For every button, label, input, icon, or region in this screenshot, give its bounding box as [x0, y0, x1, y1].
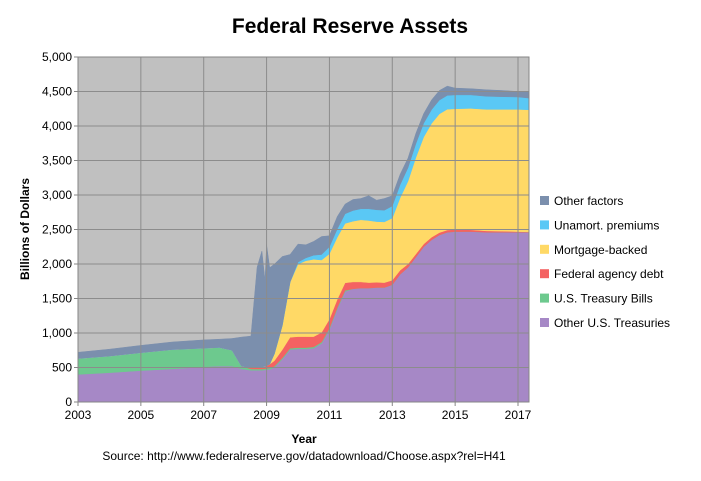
legend: Other factors Unamort. premiums Mortgage-b… — [540, 194, 670, 330]
legend-swatch — [540, 244, 549, 254]
y-tick-label: 3,000 — [42, 188, 72, 202]
y-axis-ticks: 0 500 1,000 1,500 2,000 2,500 3,000 3,500 4,000 4… — [42, 50, 78, 409]
y-tick-label: 4,500 — [42, 85, 72, 99]
legend-label: Federal agency debt — [554, 267, 664, 281]
y-tick-label: 1,000 — [42, 326, 72, 340]
x-tick-label: 2005 — [128, 408, 155, 422]
x-tick-label: 2013 — [379, 408, 406, 422]
legend-swatch — [540, 293, 549, 303]
y-axis-label: Billions of Dollars — [18, 178, 32, 280]
y-tick-label: 500 — [52, 361, 72, 375]
y-tick-label: 1,500 — [42, 292, 72, 306]
x-tick-label: 2011 — [317, 408, 343, 422]
y-tick-label: 2,500 — [42, 223, 72, 237]
y-tick-label: 2,000 — [42, 257, 72, 271]
legend-swatch — [540, 269, 549, 279]
y-tick-label: 5,000 — [42, 50, 72, 64]
x-axis-label: Year — [291, 432, 317, 446]
x-tick-label: 2003 — [65, 408, 92, 422]
legend-label: Other factors — [554, 194, 623, 208]
x-tick-label: 2009 — [253, 408, 280, 422]
chart-title: Federal Reserve Assets — [232, 15, 468, 38]
x-tick-label: 2015 — [442, 408, 469, 422]
source-note: Source: http://www.federalreserve.gov/da… — [102, 449, 506, 463]
legend-label: Mortgage-backed — [554, 243, 647, 257]
x-axis-ticks: 2003 2005 2007 2009 2011 2013 2015 2017 — [65, 402, 532, 422]
y-tick-label: 0 — [65, 395, 72, 409]
x-tick-label: 2017 — [505, 408, 532, 422]
x-tick-label: 2007 — [190, 408, 217, 422]
y-tick-label: 3,500 — [42, 154, 72, 168]
grid-lines — [78, 57, 529, 402]
y-tick-label: 4,000 — [42, 119, 72, 133]
legend-swatch — [540, 196, 549, 205]
legend-swatch — [540, 220, 549, 230]
legend-label: U.S. Treasury Bills — [554, 292, 653, 306]
legend-label: Other U.S. Treasuries — [554, 316, 670, 330]
legend-swatch — [540, 318, 549, 327]
legend-label: Unamort. premiums — [554, 218, 659, 232]
